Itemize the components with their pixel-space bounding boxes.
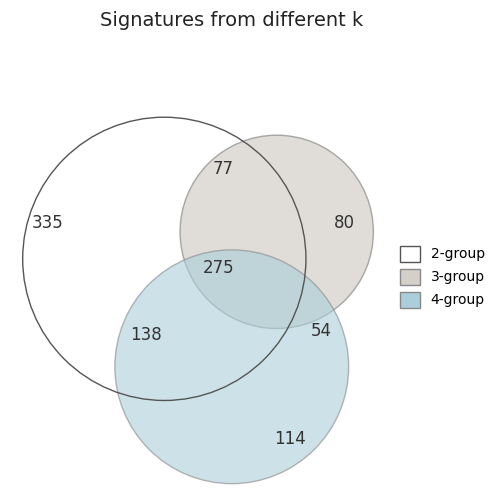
Legend: 2-group, 3-group, 4-group: 2-group, 3-group, 4-group <box>396 241 489 312</box>
Circle shape <box>180 135 373 329</box>
Text: 77: 77 <box>212 160 233 178</box>
Text: 80: 80 <box>334 214 355 232</box>
Text: 138: 138 <box>131 326 162 344</box>
Circle shape <box>115 250 349 484</box>
Text: 335: 335 <box>32 214 64 232</box>
Text: 275: 275 <box>203 259 234 277</box>
Title: Signatures from different k: Signatures from different k <box>100 12 363 30</box>
Text: 114: 114 <box>274 430 306 448</box>
Text: 54: 54 <box>311 322 332 340</box>
